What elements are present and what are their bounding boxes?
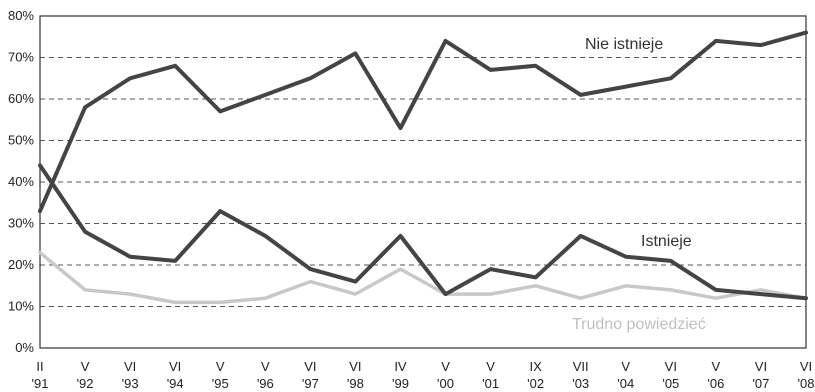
x-tick-month-label: IX: [529, 359, 542, 374]
x-tick-year-label: '93: [122, 376, 139, 391]
x-tick-year-label: '95: [212, 376, 229, 391]
series-label: Istnieje: [641, 233, 692, 250]
grid-lines: [40, 57, 806, 307]
x-tick-year-label: '91: [32, 376, 49, 391]
x-tick-year-label: '94: [167, 376, 184, 391]
x-tick-month-label: V: [621, 359, 630, 374]
series-label: Nie istnieje: [585, 36, 663, 53]
x-tick-month-label: VI: [665, 359, 677, 374]
x-tick-year-label: '05: [662, 376, 679, 391]
y-tick-label: 0%: [15, 340, 34, 355]
series-label: Trudno powiedzieć: [572, 316, 706, 333]
x-tick-month-label: VI: [755, 359, 767, 374]
series-line-nie-istnieje: [38, 30, 808, 214]
x-tick-year-label: '04: [617, 376, 634, 391]
x-tick-year-label: '03: [572, 376, 589, 391]
y-tick-label: 30%: [8, 216, 34, 231]
x-tick-year-label: '97: [302, 376, 319, 391]
x-tick-month-label: V: [216, 359, 225, 374]
x-tick-month-label: IV: [394, 359, 407, 374]
y-tick-label: 70%: [8, 50, 34, 65]
x-tick-month-label: V: [441, 359, 450, 374]
x-tick-month-label: VI: [349, 359, 361, 374]
plot-frame: [39, 15, 807, 349]
series-labels: Nie istnieje Istnieje Trudno powiedzieć: [572, 36, 706, 333]
x-tick-month-label: VI: [800, 359, 812, 374]
x-tick-year-label: '98: [347, 376, 364, 391]
x-tick-year-label: '06: [707, 376, 724, 391]
x-tick-month-label: V: [81, 359, 90, 374]
x-tick-year-label: '99: [392, 376, 409, 391]
plot-area-border: [39, 15, 807, 349]
x-axis-ticks: II '91 V '92 VI '93 VI '94 V '95 V '96 VI '97 VI '98 IV '…: [32, 359, 815, 391]
x-tick-month-label: VI: [124, 359, 136, 374]
y-axis-ticks: 0% 10% 20% 30% 40% 50% 60% 70% 80%: [8, 8, 34, 355]
y-tick-label: 60%: [8, 91, 34, 106]
x-tick-year-label: '08: [798, 376, 815, 391]
series-line-trudno-powiedziec: [38, 250, 808, 305]
x-tick-month-label: V: [712, 359, 721, 374]
x-tick-month-label: VI: [169, 359, 181, 374]
y-tick-label: 10%: [8, 299, 34, 314]
x-tick-month-label: VII: [573, 359, 589, 374]
y-tick-label: 20%: [8, 257, 34, 272]
series-lines: [38, 30, 808, 305]
x-tick-year-label: '01: [482, 376, 499, 391]
y-tick-label: 40%: [8, 174, 34, 189]
x-tick-month-label: V: [486, 359, 495, 374]
series-line-istnieje: [38, 163, 808, 301]
x-tick-month-label: V: [261, 359, 270, 374]
y-tick-label: 50%: [8, 133, 34, 148]
x-tick-year-label: '92: [77, 376, 94, 391]
x-tick-month-label: VI: [304, 359, 316, 374]
x-tick-month-label: II: [36, 359, 43, 374]
y-tick-label: 80%: [8, 8, 34, 23]
x-tick-year-label: '07: [752, 376, 769, 391]
x-tick-year-label: '02: [527, 376, 544, 391]
x-tick-year-label: '96: [257, 376, 274, 391]
x-tick-year-label: '00: [437, 376, 454, 391]
